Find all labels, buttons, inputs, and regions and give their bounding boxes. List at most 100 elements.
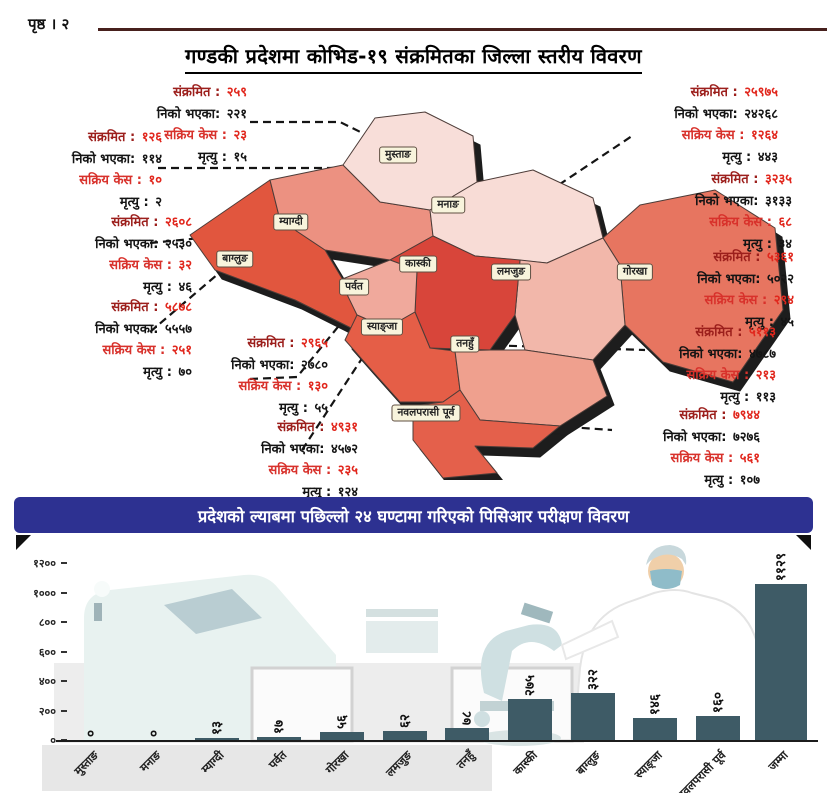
y-tick-mark — [61, 591, 67, 594]
deaths-label: मृत्यु : — [745, 314, 774, 330]
x-axis-label: कास्की — [510, 748, 540, 778]
active-line: सक्रिय केस : १३० — [166, 376, 328, 398]
recovered-line: निको भएका: ४५७२ — [194, 439, 358, 461]
infected-label: संक्रमित : — [88, 130, 136, 145]
infected-line: संक्रमित : २५९ — [95, 82, 247, 104]
recovered-value: २२१ — [226, 106, 247, 122]
x-axis-label: मुस्ताङ — [71, 748, 102, 778]
infected-label: संक्रमित : — [277, 420, 325, 435]
recovered-value: ५५५७ — [164, 321, 192, 337]
district-stat-block: संक्रमित : ५८७८ निको भएका: ५५५७ सक्रिय केस… — [30, 297, 192, 383]
infected-value: ४९३१ — [330, 420, 358, 435]
active-label: सक्रिय केस : — [709, 215, 772, 230]
active-label: सक्रिय केस : — [681, 128, 745, 143]
district-stat-block: संक्रमित : २६०८ निको भएका: २५३० सक्रिय केस… — [30, 212, 192, 298]
bar-group: ० मुस्ताङ — [60, 553, 123, 778]
district-stat-block: संक्रमित : २९६५ निको भएका: २७८० सक्रिय केस… — [166, 333, 328, 419]
recovered-label: निको भएका: — [95, 236, 159, 252]
x-axis-line — [56, 740, 818, 742]
bar-group: १४६ स्याङ्जा — [624, 553, 687, 781]
deaths-value: ११३ — [755, 389, 776, 405]
bar — [257, 737, 302, 740]
deaths-label: मृत्यु : — [302, 484, 332, 500]
deaths-line: मृत्यु : १२४ — [194, 482, 358, 504]
recovered-line: निको भएका: ५०२२ — [648, 269, 794, 291]
infected-label: संक्रमित : — [111, 215, 159, 230]
bar-group: १३ म्याग्दी — [185, 553, 248, 776]
bar-group: १७ पर्वत — [248, 553, 311, 772]
active-label: सक्रिय केस : — [164, 128, 227, 143]
bar — [382, 731, 427, 740]
lab-bench — [42, 745, 492, 791]
recovered-label: निको भएका: — [663, 429, 727, 445]
bar-value-label: ५६ — [334, 714, 351, 729]
x-axis-label: लमजुङ — [383, 748, 415, 780]
active-line: सक्रिय केस : २९४ — [648, 290, 794, 312]
y-tick-label: १००० — [33, 586, 56, 600]
infected-line: संक्रमित : ७९४४ — [596, 405, 760, 427]
infected-value: ५८७८ — [164, 300, 192, 315]
recovered-line: निको भएका: ५५५७ — [30, 319, 192, 341]
district-name-label: मुस्ताङ — [379, 146, 417, 164]
y-tick-mark — [61, 650, 67, 653]
infected-value: २५९७५ — [744, 85, 778, 100]
infected-value: २६०८ — [164, 215, 192, 230]
infected-label: संक्रमित : — [695, 325, 743, 340]
district-name-label: गोरखा — [616, 263, 654, 281]
active-label: सक्रिय केस : — [109, 258, 172, 273]
active-line: सक्रिय केस : ५६१ — [596, 448, 760, 470]
deaths-value: ४६ — [178, 279, 192, 295]
infected-label: संक्रमित : — [711, 172, 759, 187]
bar-value-label: ० — [83, 729, 100, 737]
recovered-value: ७२७६ — [732, 429, 760, 445]
deaths-label: मृत्यु : — [143, 364, 172, 380]
deaths-line: मृत्यु : १०७ — [596, 470, 760, 492]
y-tick-label: ० — [50, 734, 56, 747]
x-axis-label: गोरखा — [323, 748, 352, 777]
active-value: २३ — [233, 128, 247, 143]
recovered-value: ४५७२ — [330, 441, 358, 457]
deaths-line: मृत्यु : ४५ — [648, 312, 794, 334]
y-tick-label: ८०० — [38, 616, 56, 629]
district-stat-block: संक्रमित : ४९३१ निको भएका: ४५७२ सक्रिय केस… — [194, 417, 358, 503]
bar-group: ७८ तनहुँ — [436, 553, 499, 771]
deaths-line: मृत्यु : ७० — [30, 362, 192, 384]
bar-group: ११२९ जम्मा — [749, 553, 812, 773]
page-title: गण्डकी प्रदेशमा कोभिड-१९ संक्रमितका जिल्… — [185, 42, 642, 74]
infected-line: संक्रमित : १२६ — [28, 127, 162, 149]
district-name-label: तनहुँ — [450, 335, 480, 353]
active-value: १० — [148, 173, 162, 188]
deaths-value: १०७ — [739, 472, 760, 488]
y-tick-mark — [61, 621, 67, 623]
province-map — [189, 111, 791, 480]
bar-value-label: १६० — [710, 691, 727, 713]
recovered-value: २४२६८ — [744, 106, 778, 122]
deaths-line: मृत्यु : ४४३ — [628, 147, 778, 169]
deaths-line: मृत्यु : ३४ — [656, 234, 792, 256]
infected-label: संक्रमित : — [173, 85, 221, 100]
deaths-label: मृत्यु : — [279, 400, 308, 416]
infected-line: संक्रमित : ५८७८ — [30, 297, 192, 319]
active-label: सक्रिय केस : — [238, 379, 302, 394]
bar-group: ६२ लमजुङ — [373, 553, 436, 779]
active-line: सक्रिय केस : १२६४ — [628, 125, 778, 147]
x-axis-label: जम्मा — [765, 748, 791, 774]
active-label: सक्रिय केस : — [670, 451, 734, 466]
infected-line: संक्रमित : ५३६१ — [648, 247, 794, 269]
district-name-label: कास्की — [399, 255, 437, 273]
deaths-line: मृत्यु : ४६ — [30, 277, 192, 299]
bar — [508, 699, 553, 740]
active-line: सक्रिय केस : २५१ — [30, 340, 192, 362]
recovered-value: ५०२२ — [766, 271, 794, 287]
bar — [194, 738, 239, 740]
active-value: २३५ — [337, 463, 358, 478]
deaths-line: मृत्यु : २ — [28, 192, 162, 214]
recovered-label: निको भएका: — [95, 321, 159, 337]
recovered-line: निको भएका: २४२६८ — [628, 104, 778, 126]
bar-value-label: १३ — [208, 720, 225, 735]
bar-value-label: ६२ — [396, 713, 413, 728]
bar-value-label: २७५ — [522, 674, 539, 696]
active-value: ५६१ — [739, 451, 760, 466]
y-tick-label: ६०० — [38, 645, 56, 659]
